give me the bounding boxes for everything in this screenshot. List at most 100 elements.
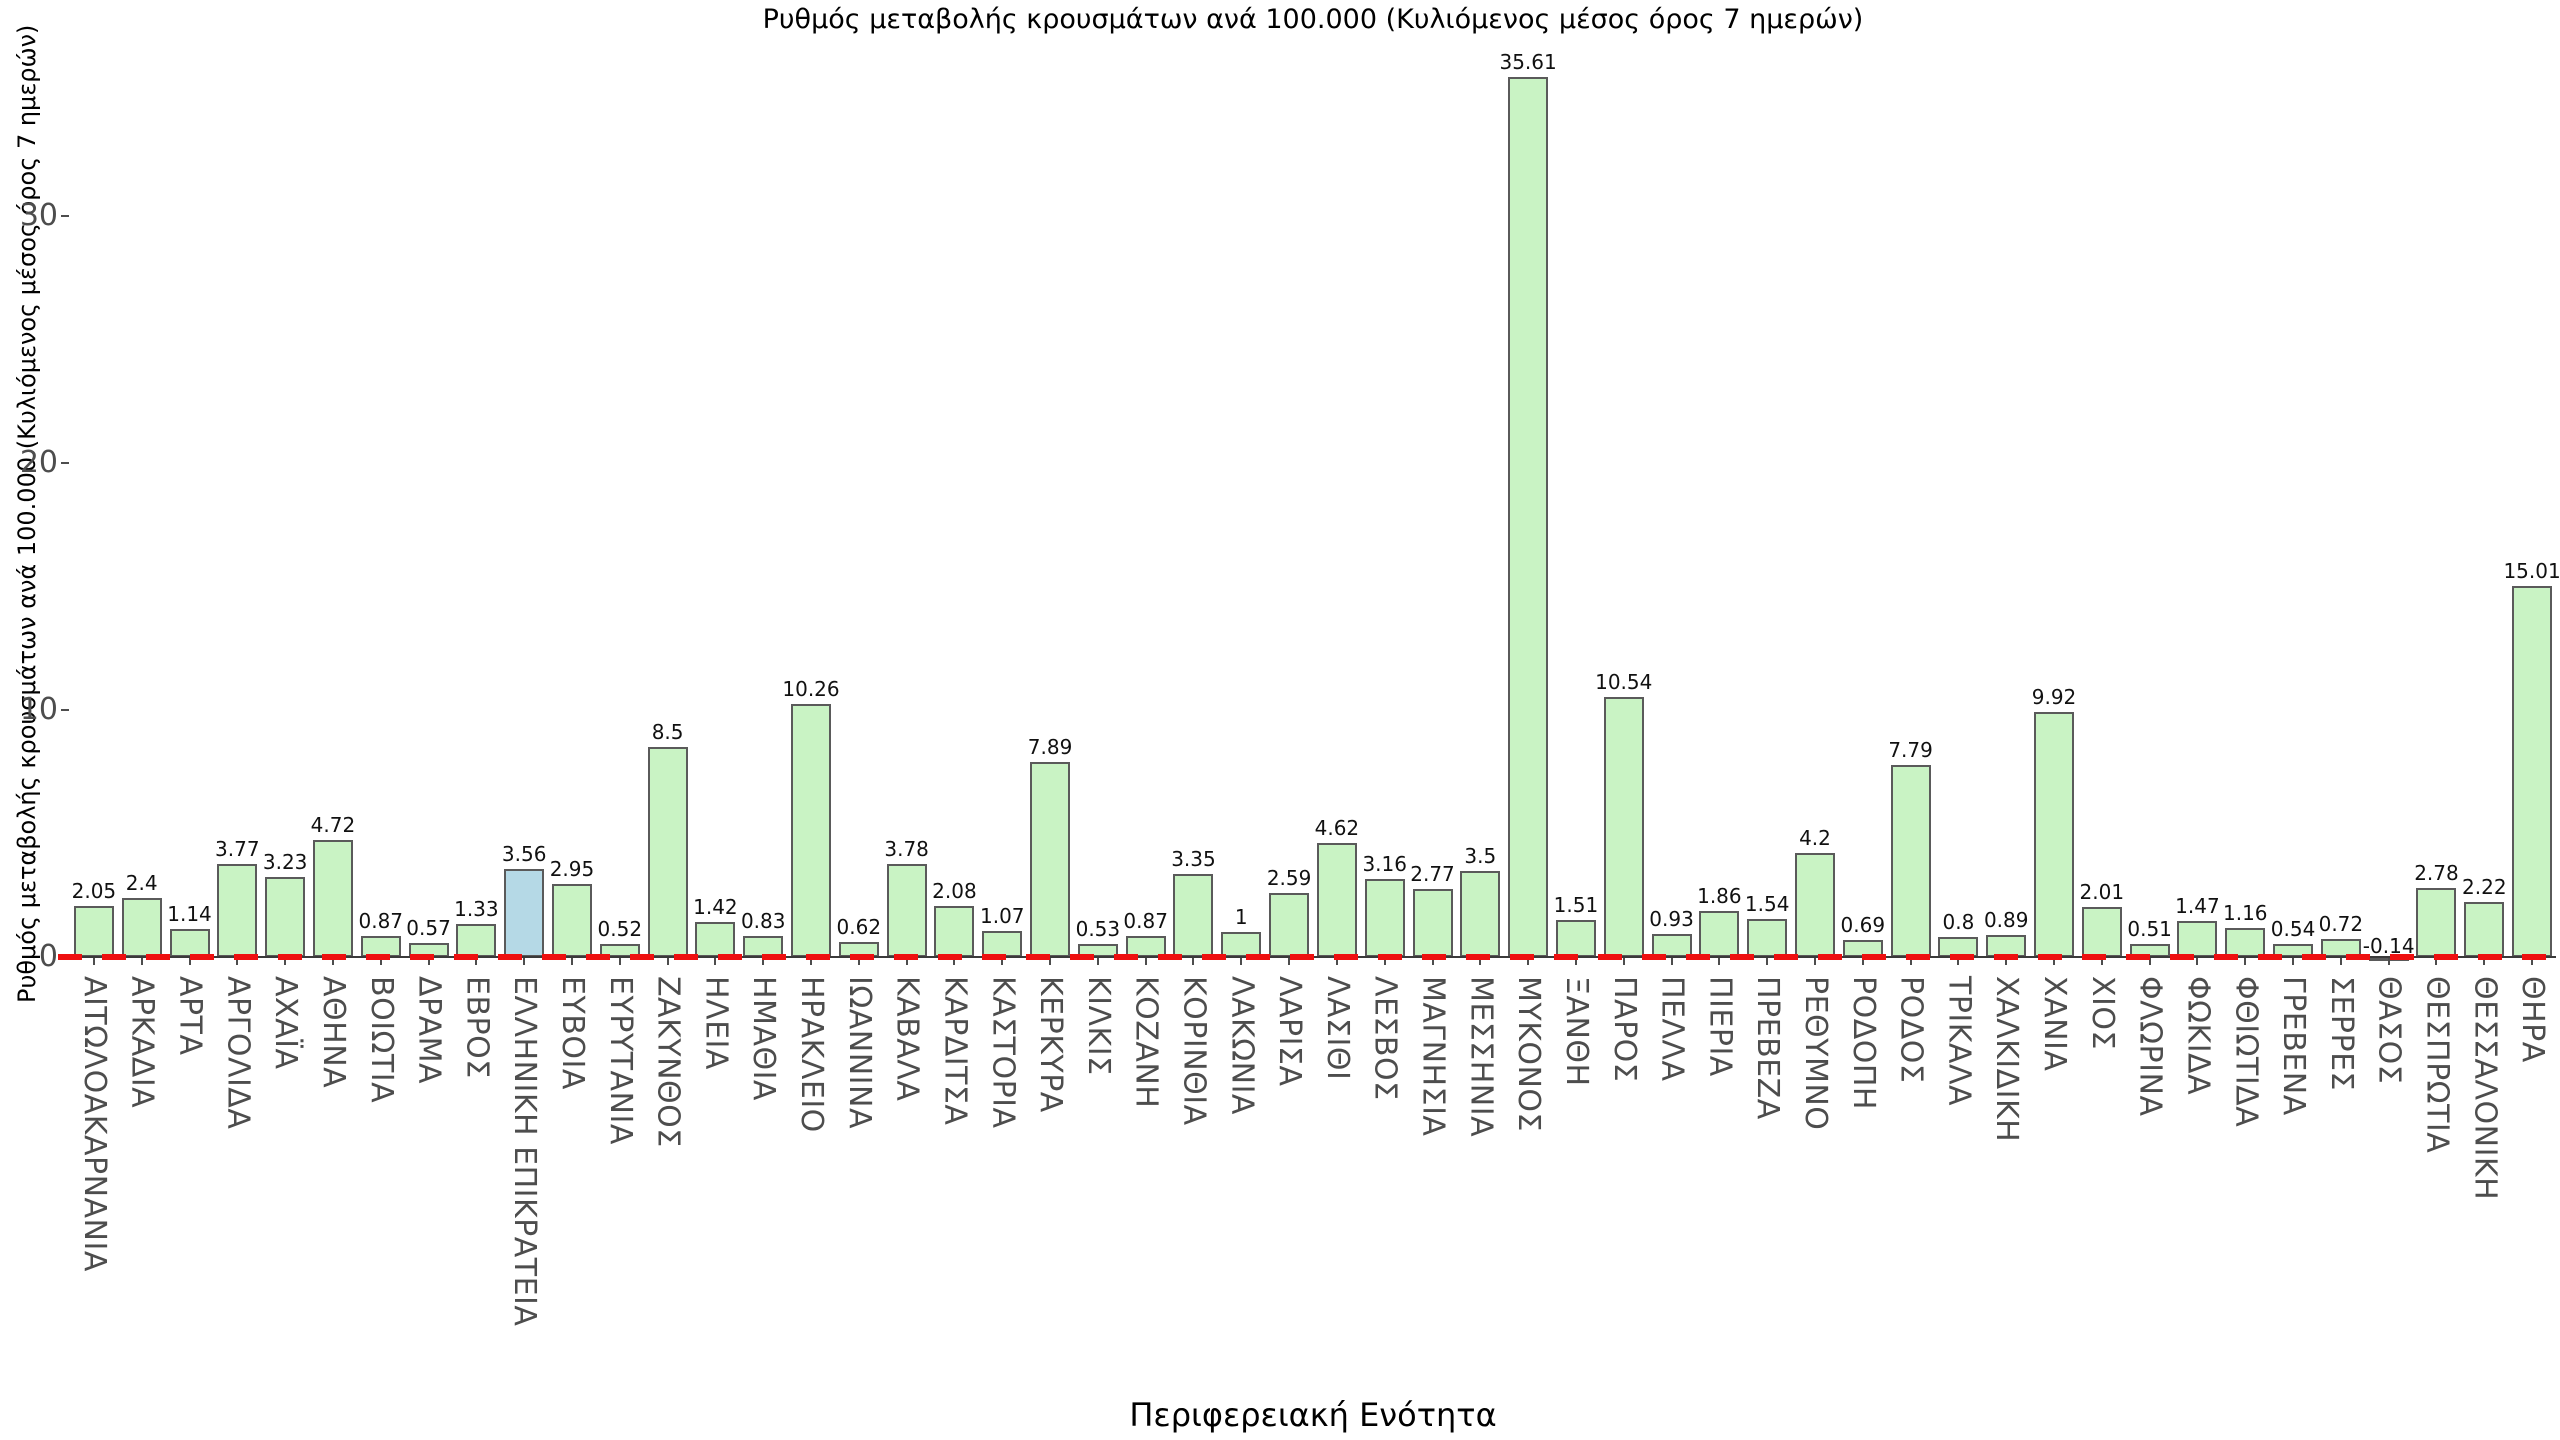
bar-value-label: 3.23 — [262, 850, 308, 875]
x-tick-label: ΘΗΡΑ — [2515, 976, 2551, 1063]
x-tick-mark — [1909, 958, 1912, 965]
x-tick-label: ΚΑΡΔΙΤΣΑ — [937, 976, 973, 1126]
bar-value-label: 4.72 — [310, 813, 356, 838]
x-tick-label: ΠΕΛΛΑ — [1654, 976, 1690, 1082]
x-tick-mark — [92, 958, 95, 965]
bar-value-label: 0.87 — [358, 908, 404, 933]
bar-ΑΧΑΪΑ — [265, 877, 306, 957]
bar-value-label: 8.5 — [651, 720, 684, 745]
x-tick-mark — [1240, 958, 1243, 965]
bar-value-label: 2.08 — [932, 878, 977, 903]
x-tick-label: ΘΑΣΟΣ — [2371, 976, 2407, 1085]
x-tick-mark — [714, 958, 717, 965]
x-tick-label: ΛΑΡΙΣΑ — [1272, 976, 1308, 1087]
bar-ΠΡΕΒΕΖΑ — [1747, 918, 1788, 957]
bar-value-label: 0.53 — [1075, 916, 1121, 941]
x-tick-label: ΖΑΚΥΝΘΟΣ — [650, 976, 686, 1148]
bar-value-label: 15.01 — [2503, 559, 2560, 584]
bar-value-label: 1.14 — [167, 901, 212, 926]
x-tick-mark — [953, 958, 956, 965]
bar-ΦΩΚΙΔΑ — [2177, 920, 2218, 957]
x-tick-mark — [284, 958, 287, 965]
bar-value-label: 2.77 — [1410, 861, 1455, 886]
x-tick-mark — [1049, 958, 1052, 965]
x-tick-mark — [140, 958, 143, 965]
bar-value-label: 2.22 — [2462, 875, 2507, 900]
x-tick-mark — [188, 958, 191, 965]
bar-value-label: 9.92 — [2031, 684, 2077, 709]
bar-value-label: 3.16 — [1362, 851, 1407, 876]
x-tick-label: ΚΑΒΑΛΑ — [889, 976, 925, 1102]
x-tick-label: ΕΛΛΗΝΙΚΗ ΕΠΙΚΡΑΤΕΙΑ — [507, 976, 543, 1327]
bar-value-label: 0.83 — [740, 909, 786, 934]
bar-ΘΗΡΑ — [2512, 586, 2553, 957]
x-tick-label: ΚΟΖΑΝΗ — [1128, 976, 1164, 1109]
bar-value-label: 0.62 — [836, 914, 882, 939]
bar-ΡΟΔΟΣ — [1890, 764, 1931, 957]
x-tick-label: ΕΒΡΟΣ — [459, 976, 495, 1079]
x-tick-label: ΡΕΘΥΜΝΟ — [1797, 976, 1833, 1131]
x-tick-mark — [2387, 958, 2390, 965]
bar-value-label: 0.87 — [1123, 908, 1168, 933]
x-tick-mark — [2292, 958, 2295, 965]
bar-value-label: 2.78 — [2414, 861, 2459, 886]
x-tick-mark — [475, 958, 478, 965]
x-tick-mark — [1479, 958, 1482, 965]
bar-value-label: 1.07 — [979, 903, 1025, 928]
x-tick-label: ΙΩΑΝΝΙΝΑ — [841, 976, 877, 1129]
x-tick-label: ΚΑΣΤΟΡΙΑ — [985, 976, 1021, 1129]
x-tick-label: ΘΕΣΠΡΩΤΙΑ — [2419, 976, 2455, 1154]
x-tick-mark — [1718, 958, 1721, 965]
bar-value-label: 10.54 — [1595, 669, 1653, 694]
x-tick-label: ΦΛΩΡΙΝΑ — [2132, 976, 2168, 1117]
y-tick-label: 10 — [19, 692, 58, 727]
bar-value-label: 1.42 — [693, 894, 738, 919]
bar-ΞΑΝΘΗ — [1555, 919, 1596, 957]
bar-value-label: 0.89 — [1983, 908, 2029, 933]
x-tick-label: ΦΘΙΩΤΙΔΑ — [2228, 976, 2264, 1128]
x-tick-label: ΜΕΣΣΗΝΙΑ — [1463, 976, 1499, 1138]
x-tick-mark — [666, 958, 669, 965]
bar-ΑΘΗΝΑ — [312, 840, 353, 957]
x-tick-label: ΒΟΙΩΤΙΑ — [363, 976, 399, 1104]
bar-ΡΕΘΥΜΝΟ — [1794, 853, 1835, 957]
x-tick-mark — [857, 958, 860, 965]
bar-value-label: 0.57 — [406, 915, 451, 940]
bar-value-label: 4.62 — [1314, 815, 1360, 840]
x-tick-label: ΣΕΡΡΕΣ — [2323, 976, 2359, 1092]
x-tick-mark — [1766, 958, 1769, 965]
x-tick-mark — [2483, 958, 2486, 965]
x-tick-label: ΠΑΡΟΣ — [1606, 976, 1642, 1083]
x-tick-mark — [2244, 958, 2247, 965]
bar-ΚΑΣΤΟΡΙΑ — [982, 930, 1023, 957]
bar-value-label: 7.89 — [1027, 735, 1073, 760]
x-tick-label: ΕΥΒΟΙΑ — [554, 976, 590, 1090]
bar-value-label: 1.33 — [454, 897, 499, 922]
x-tick-label: ΛΑΚΩΝΙΑ — [1224, 976, 1260, 1115]
y-axis-title: Ρυθμός μεταβολής κρουσμάτων ανά 100.000 … — [13, 24, 41, 1003]
x-tick-label: ΠΡΕΒΕΖΑ — [1750, 976, 1786, 1120]
x-tick-label: ΜΥΚΟΝΟΣ — [1511, 976, 1547, 1133]
bar-value-label: 0.72 — [2318, 912, 2364, 937]
bar-ΕΒΡΟΣ — [456, 924, 497, 957]
x-tick-label: ΘΕΣΣΑΛΟΝΙΚΗ — [2467, 976, 2503, 1201]
x-tick-mark — [1431, 958, 1434, 965]
x-tick-label: ΑΡΓΟΛΙΔΑ — [220, 976, 256, 1130]
bar-value-label: 0.69 — [1840, 912, 1886, 937]
x-tick-label: ΔΡΑΜΑ — [411, 976, 447, 1085]
bar-ΑΙΤΩΛΟΑΚΑΡΝΑΝΙΑ — [73, 906, 114, 957]
x-tick-label: ΑΧΑΪΑ — [268, 976, 304, 1070]
x-tick-mark — [331, 958, 334, 965]
x-tick-label: ΗΜΑΘΙΑ — [746, 976, 782, 1101]
bar-ΚΕΡΚΥΡΑ — [1030, 762, 1071, 957]
x-axis-title: Περιφερειακή Ενότητα — [1129, 1396, 1497, 1434]
bar-ΜΑΓΝΗΣΙΑ — [1412, 888, 1453, 957]
x-tick-mark — [1670, 958, 1673, 965]
x-tick-mark — [1574, 958, 1577, 965]
x-tick-label: ΛΑΣΙΘΙ — [1319, 976, 1355, 1081]
x-tick-label: ΧΙΟΣ — [2084, 976, 2120, 1050]
bar-ΕΥΒΟΙΑ — [551, 884, 592, 957]
x-tick-mark — [2196, 958, 2199, 965]
x-tick-mark — [2005, 958, 2008, 965]
x-tick-label: ΞΑΝΘΗ — [1558, 976, 1594, 1087]
